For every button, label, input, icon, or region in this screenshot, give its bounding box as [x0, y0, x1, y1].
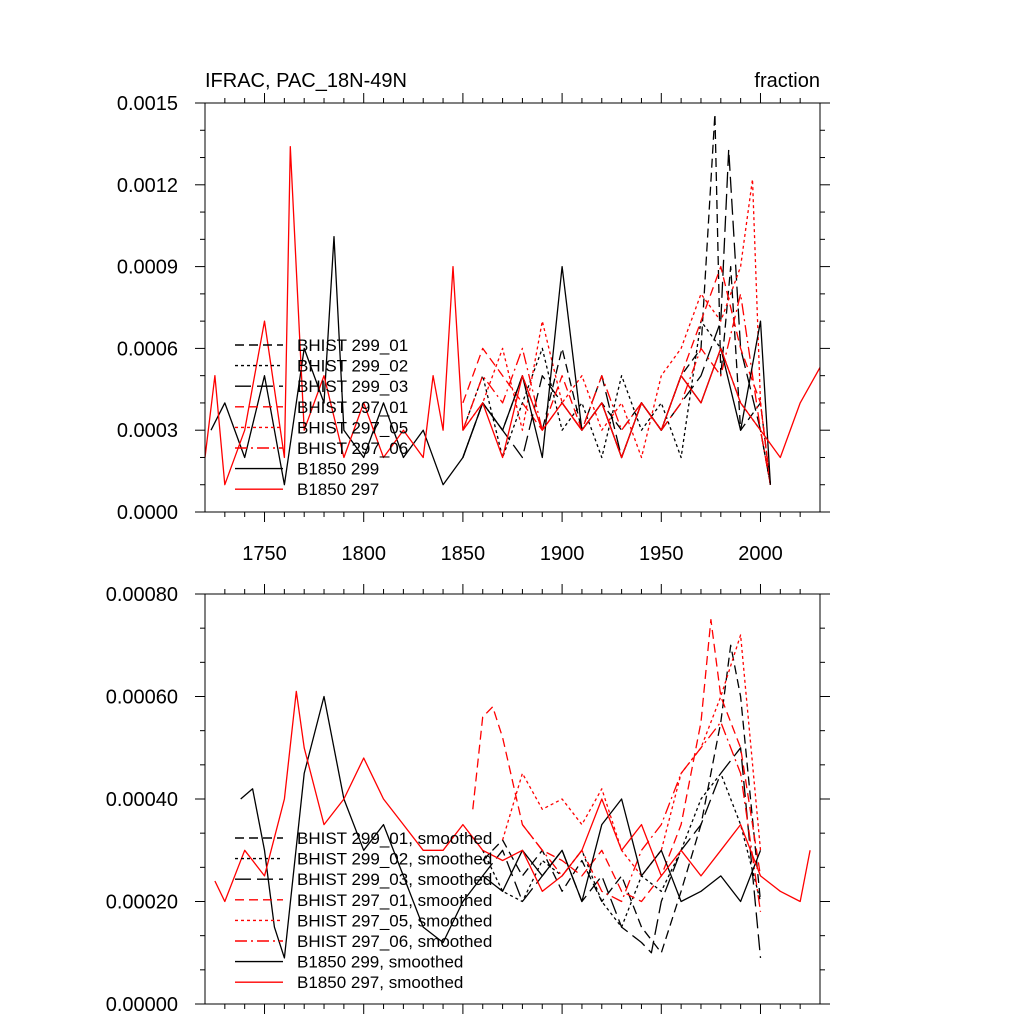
legend-label: BHIST 299_01, smoothed — [297, 829, 492, 848]
legend-label: BHIST 299_03 — [297, 377, 408, 396]
legend-label: B1850 299 — [297, 460, 379, 479]
series-line — [462, 265, 772, 485]
legend-label: BHIST 299_02, smoothed — [297, 850, 492, 869]
legend-label: B1850 299, smoothed — [297, 953, 463, 972]
y-tick-label: 0.0003 — [117, 420, 178, 442]
legend-label: BHIST 297_05 — [297, 418, 408, 437]
legend-label: BHIST 297_06 — [297, 439, 408, 458]
axes-group: 0.00000 0.00020 0.00040 0.00060 0.00080 — [106, 584, 830, 1016]
series-line — [214, 690, 811, 903]
x-tick-label: 1750 — [242, 543, 287, 565]
series-line — [482, 747, 762, 958]
series-line — [472, 618, 762, 903]
legend-label: BHIST 297_05, smoothed — [297, 911, 492, 930]
x-tick-label: 1800 — [341, 543, 386, 565]
units-label: fraction — [754, 70, 820, 92]
series-line — [521, 721, 762, 912]
legend-label: BHIST 299_02 — [297, 357, 408, 376]
y-tick-label: 0.0009 — [117, 257, 178, 279]
series-line — [462, 320, 772, 485]
y-tick-label: 0.0012 — [117, 175, 178, 197]
axes-group: 1750 1800 1850 1900 1950 2000 0.0000 0.0003 0.00… — [117, 93, 830, 565]
x-tick-label: 1950 — [639, 543, 684, 565]
series-line — [462, 178, 772, 485]
y-tick-label: 0.0015 — [117, 93, 178, 115]
chart-title: IFRAC, PAC_18N-49N — [205, 70, 407, 92]
series-line — [462, 293, 772, 485]
legend-label: B1850 297, smoothed — [297, 973, 463, 992]
series-line — [501, 634, 762, 877]
bottom-panel: 0.00000 0.00020 0.00040 0.00060 0.00080 BHIS… — [106, 584, 830, 1016]
series-line — [204, 145, 821, 486]
y-tick-label: 0.00000 — [106, 994, 178, 1016]
series-group — [204, 113, 821, 486]
legend-label: BHIST 297_06, smoothed — [297, 932, 492, 951]
series-group — [214, 618, 811, 959]
legend: BHIST 299_01, smoothed BHIST 299_02, smoo… — [235, 829, 492, 992]
y-tick-label: 0.00040 — [106, 789, 178, 811]
y-tick-label: 0.00080 — [106, 584, 178, 606]
x-tick-label: 1900 — [540, 543, 585, 565]
legend-label: BHIST 299_01 — [297, 336, 408, 355]
y-tick-label: 0.00060 — [106, 687, 178, 709]
legend-label: BHIST 297_01 — [297, 398, 408, 417]
top-panel: IFRAC, PAC_18N-49N fraction 1750 1800 1850… — [117, 70, 830, 565]
x-tick-label: 2000 — [738, 543, 783, 565]
y-tick-label: 0.0000 — [117, 502, 178, 524]
series-line — [462, 148, 772, 485]
legend-label: BHIST 297_01, smoothed — [297, 891, 492, 910]
y-tick-label: 0.00020 — [106, 892, 178, 914]
plot-frame — [204, 102, 821, 513]
y-tick-label: 0.0006 — [117, 338, 178, 360]
legend-label: BHIST 299_03, smoothed — [297, 870, 492, 889]
legend-label: B1850 297 — [297, 480, 379, 499]
x-tick-label: 1850 — [441, 543, 486, 565]
